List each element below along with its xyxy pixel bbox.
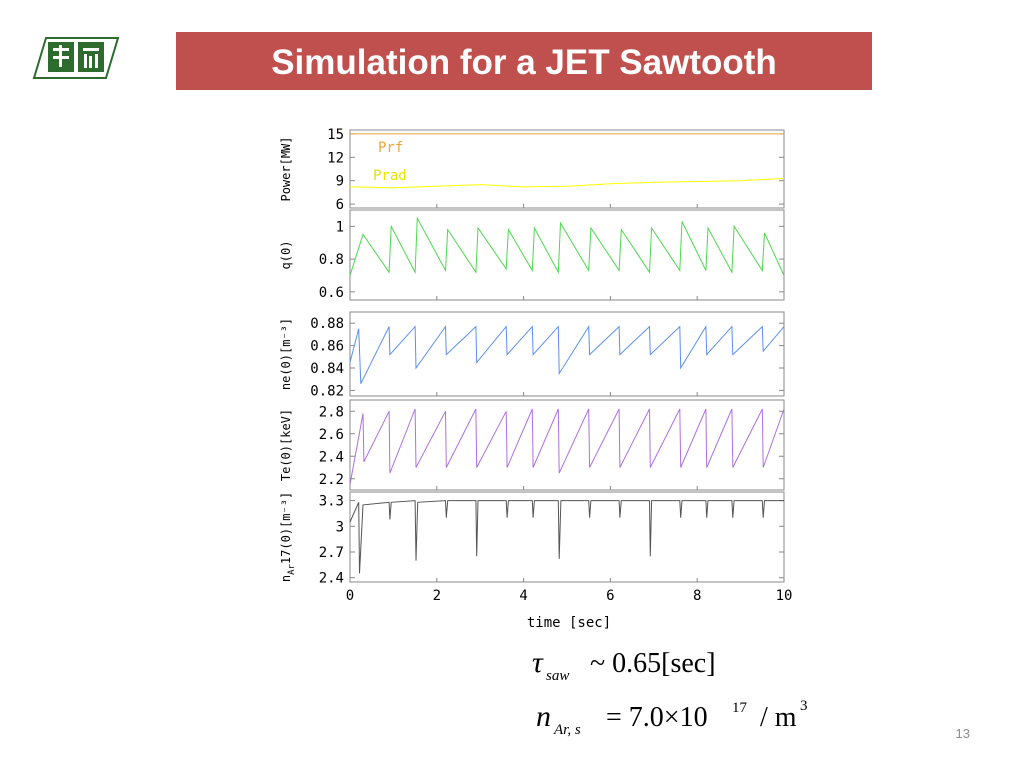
tau-subscript: saw — [546, 668, 569, 684]
y-axis-label: q(0) — [279, 241, 293, 270]
y-tick-label: 2.2 — [319, 472, 344, 488]
y-tick-label: 2.6 — [319, 427, 344, 443]
y-tick-label: 2.7 — [319, 545, 344, 561]
y-axis-label: ne(0)[m⁻³] — [279, 318, 293, 390]
chart-panels: 151296Power[MW]10.80.6q(0)0.880.860.840.… — [279, 127, 785, 587]
y-tick-label: 0.86 — [310, 339, 344, 355]
y-tick-label: 9 — [336, 174, 344, 190]
panel-frame — [349, 491, 785, 583]
tau-symbol: τ — [532, 646, 544, 679]
n-value: = 7.0×10 — [606, 702, 708, 733]
y-tick-label: 3 — [336, 519, 344, 535]
y-tick-label: 0.6 — [319, 285, 344, 301]
power-legend: Prf Prad — [373, 140, 407, 184]
slide-number: 13 — [955, 726, 970, 741]
legend-prf: Prf — [378, 140, 403, 156]
n-symbol: n — [536, 700, 551, 733]
title-banner: Simulation for a JET Sawtooth — [176, 32, 872, 90]
y-tick-label: 0.88 — [310, 316, 344, 332]
legend-prad: Prad — [373, 168, 407, 184]
y-tick-label: 3.3 — [319, 494, 344, 510]
y-tick-label: 2.8 — [319, 404, 344, 420]
y-axis-label: nAr17(0)[m⁻³] — [279, 492, 297, 582]
y-tick-label: 0.84 — [310, 361, 344, 377]
panel-4: 2.8 2.6 2.4 2.2 Te(0)[keV] — [279, 399, 785, 491]
panel-frame — [349, 209, 785, 301]
panel-frame — [349, 129, 785, 209]
n-exponent: 17 — [732, 700, 748, 716]
series-line-3-1 — [349, 324, 785, 384]
y-tick-label: 1 — [336, 219, 344, 235]
n-subscript: Ar, s — [553, 722, 581, 738]
series-line-1-2 — [349, 177, 785, 189]
tau-saw-formula: τ saw ~ 0.65[sec] — [532, 646, 716, 684]
panel-frame — [349, 399, 785, 491]
formula-block: τ saw ~ 0.65[sec] n Ar, s = 7.0×10 17 / … — [532, 646, 808, 738]
x-tick-label: 6 — [606, 588, 614, 604]
x-tick-label: 10 — [776, 588, 793, 604]
x-tick-label: 2 — [433, 588, 441, 604]
sawtooth-charts: 151296Power[MW]10.80.6q(0)0.880.860.840.… — [279, 127, 793, 631]
series-line-5-1 — [349, 500, 784, 574]
n-unit: / m — [760, 702, 797, 733]
x-tick-label: 4 — [519, 588, 527, 604]
y-tick-label: 0.8 — [319, 252, 344, 268]
panel-3: 0.88 0.86 0.84 0.82 ne(0)[m⁻³] — [279, 311, 785, 399]
y-tick-label: 0.82 — [310, 383, 344, 399]
panel-5: 3.3 3 2.7 2.4 nAr17(0)[m⁻³] — [279, 491, 785, 587]
panel-2: 1 0.8 0.6 q(0) — [279, 209, 785, 301]
university-logo — [32, 37, 120, 79]
n-unit-exponent: 3 — [800, 698, 808, 714]
argon-density-formula: n Ar, s = 7.0×10 17 / m 3 — [536, 698, 808, 738]
x-axis-label: time [sec] — [527, 615, 611, 631]
slide-title: Simulation for a JET Sawtooth — [271, 43, 777, 82]
y-tick-label: 15 — [327, 127, 344, 143]
y-axis-label: Te(0)[keV] — [279, 409, 293, 481]
series-line-2-1 — [349, 216, 785, 276]
panel-1: 15 12 9 6 Power[MW] — [279, 127, 785, 213]
y-tick-label: 6 — [336, 197, 344, 213]
x-tick-labels: 0 2 4 6 8 10 — [346, 204, 793, 604]
y-tick-label: 12 — [327, 150, 344, 166]
x-tick-label: 0 — [346, 588, 354, 604]
x-tick-label: 8 — [693, 588, 701, 604]
y-axis-label: Power[MW] — [279, 136, 293, 201]
tau-value: ~ 0.65[sec] — [590, 648, 716, 679]
series-line-4-1 — [349, 408, 785, 485]
y-tick-label: 2.4 — [319, 449, 344, 465]
panel-frame — [349, 311, 785, 397]
y-tick-label: 2.4 — [319, 571, 344, 587]
x-axis: 0 2 4 6 8 10 time [sec] — [346, 204, 793, 631]
